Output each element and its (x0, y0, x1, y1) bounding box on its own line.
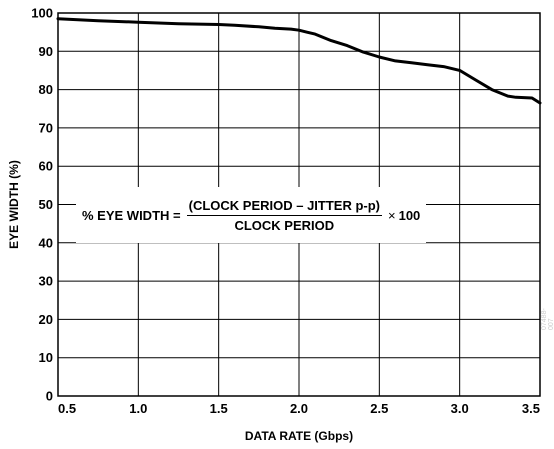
y-tick-label: 60 (39, 159, 53, 174)
x-tick-label: 0.5 (58, 401, 76, 416)
formula-factor: 100 (398, 207, 421, 223)
formula-denominator: CLOCK PERIOD (234, 217, 335, 233)
x-tick-label: 3.5 (522, 401, 540, 416)
y-tick-label: 100 (31, 6, 53, 21)
y-tick-label: 90 (39, 44, 53, 59)
x-tick-label: 1.0 (129, 401, 147, 416)
y-axis-label: EYE WIDTH (%) (7, 160, 21, 249)
plot-frame (57, 12, 541, 397)
figure-code: 07488-007 (541, 308, 554, 330)
y-tick-label: 80 (39, 82, 53, 97)
y-tick-labels: 0 10 20 30 40 50 60 70 80 90 100 (31, 6, 53, 404)
eye-width-formula: % EYE WIDTH = (CLOCK PERIOD – JITTER p-p… (76, 187, 427, 243)
y-tick-label: 50 (39, 197, 53, 212)
x-tick-label: 2.5 (370, 401, 388, 416)
y-tick-label: 70 (39, 120, 53, 135)
x-tick-label: 2.0 (290, 401, 308, 416)
formula-prefix: % EYE WIDTH = (82, 207, 181, 223)
formula-multiplier: × (388, 207, 396, 223)
x-tick-label: 1.5 (210, 401, 228, 416)
y-tick-label: 0 (46, 389, 53, 404)
series-line (56, 17, 542, 105)
formula-fraction: (CLOCK PERIOD – JITTER p-p) CLOCK PERIOD (186, 198, 382, 233)
x-axis-label: DATA RATE (Gbps) (245, 429, 353, 443)
y-tick-label: 40 (39, 235, 53, 250)
y-tick-label: 10 (39, 350, 53, 365)
x-tick-label: 3.0 (451, 401, 469, 416)
x-tick-labels: 0.5 1.0 1.5 2.0 2.5 3.0 3.5 (58, 401, 540, 416)
y-tick-label: 20 (39, 312, 53, 327)
formula-numerator: (CLOCK PERIOD – JITTER p-p) (186, 198, 382, 216)
y-tick-label: 30 (39, 274, 53, 289)
